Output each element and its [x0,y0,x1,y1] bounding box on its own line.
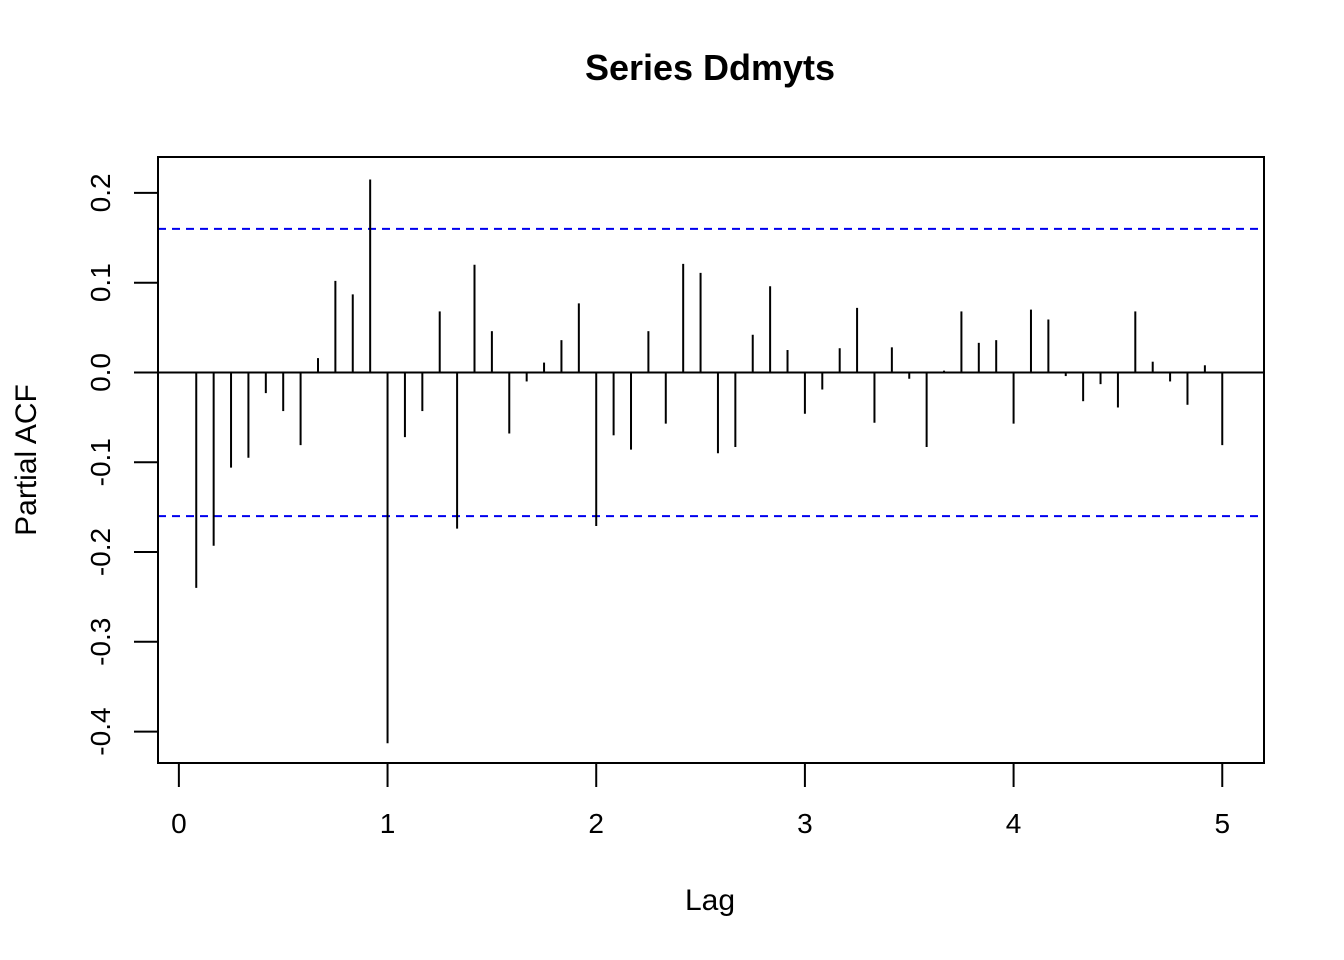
y-axis-label: Partial ACF [10,384,43,536]
x-tick-label: 2 [588,808,604,839]
chart-title: Series Ddmyts [585,47,835,88]
y-tick-label: -0.2 [85,528,116,576]
y-tick-label: 0.2 [85,173,116,212]
plot-area [158,179,1264,744]
y-tick-label: 0.0 [85,353,116,392]
x-tick-label: 1 [380,808,396,839]
x-tick-label: 4 [1006,808,1022,839]
y-axis: -0.4 -0.3 -0.2 -0.1 0.0 0.1 0.2 [85,173,159,756]
y-tick-label: -0.3 [85,618,116,666]
y-tick-label: -0.4 [85,707,116,755]
x-axis-label: Lag [685,884,735,917]
y-tick-label: 0.1 [85,263,116,302]
x-tick-label: 0 [171,808,187,839]
y-tick-label: -0.1 [85,438,116,486]
x-axis: 0 1 2 3 4 5 [171,762,1230,839]
plot-frame [157,156,1265,764]
x-tick-label: 5 [1214,808,1230,839]
x-tick-label: 3 [797,808,813,839]
